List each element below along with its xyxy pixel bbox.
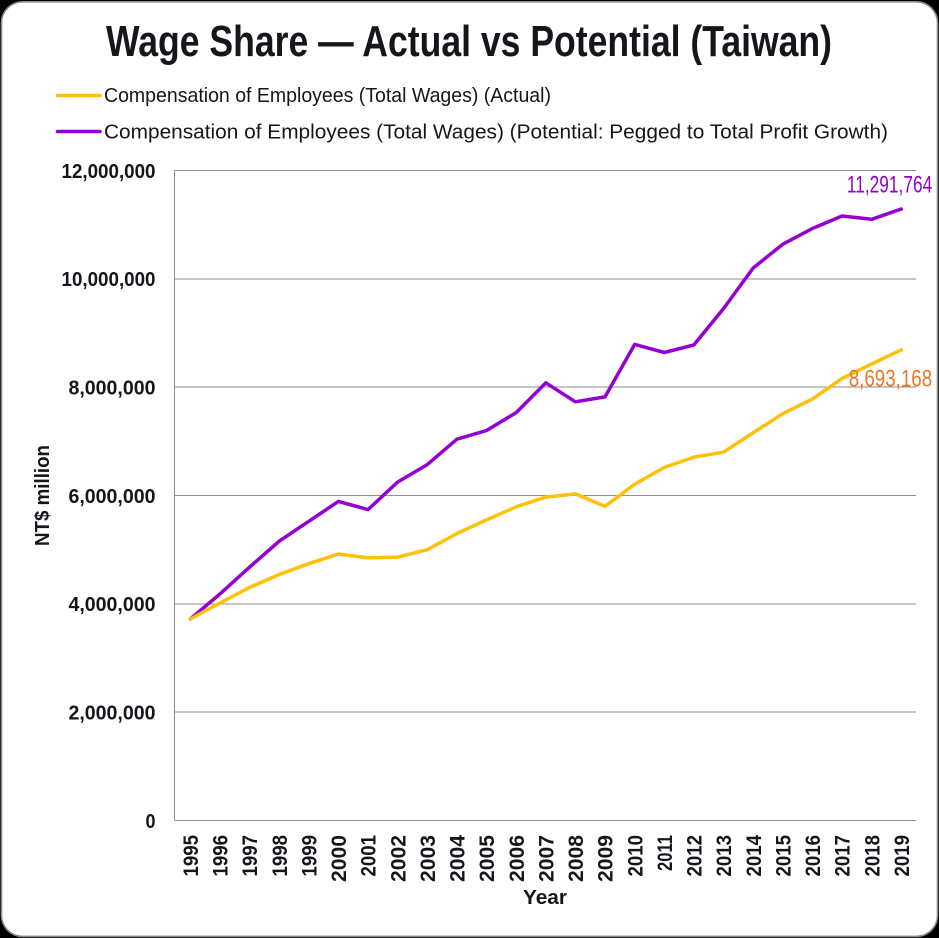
svg-text:1997: 1997 (238, 835, 262, 877)
svg-text:Year: Year (523, 886, 567, 909)
svg-text:2001: 2001 (357, 835, 381, 877)
svg-text:2010: 2010 (623, 835, 647, 877)
svg-text:0: 0 (146, 810, 156, 833)
svg-text:2015: 2015 (771, 835, 795, 877)
svg-text:2019: 2019 (890, 835, 914, 877)
svg-text:2002: 2002 (386, 835, 410, 882)
svg-text:2005: 2005 (475, 835, 499, 882)
svg-text:2009: 2009 (594, 835, 618, 882)
svg-text:10,000,000: 10,000,000 (62, 268, 156, 291)
svg-text:2018: 2018 (860, 835, 884, 877)
svg-text:Compensation of Employees (Tot: Compensation of Employees (Total Wages) … (104, 120, 888, 143)
svg-text:2004: 2004 (446, 835, 470, 882)
svg-text:2008: 2008 (564, 835, 588, 882)
svg-text:NT$ million: NT$ million (31, 445, 54, 546)
svg-text:1999: 1999 (298, 835, 322, 877)
svg-text:8,693,168: 8,693,168 (849, 365, 933, 392)
svg-text:1995: 1995 (179, 835, 203, 877)
svg-text:8,000,000: 8,000,000 (69, 377, 156, 400)
svg-text:Compensation of Employees (Tot: Compensation of Employees (Total Wages) … (104, 84, 551, 107)
svg-text:2006: 2006 (505, 835, 529, 882)
svg-text:1996: 1996 (209, 835, 233, 877)
svg-text:12,000,000: 12,000,000 (62, 160, 156, 183)
svg-text:2014: 2014 (742, 835, 766, 877)
svg-text:4,000,000: 4,000,000 (69, 593, 156, 616)
svg-text:2,000,000: 2,000,000 (69, 702, 156, 725)
svg-text:2017: 2017 (831, 835, 855, 877)
svg-text:1998: 1998 (268, 835, 292, 877)
svg-text:11,291,764: 11,291,764 (847, 172, 932, 199)
svg-text:2003: 2003 (416, 835, 440, 882)
svg-text:2013: 2013 (712, 835, 736, 877)
svg-text:6,000,000: 6,000,000 (69, 485, 156, 508)
svg-text:2007: 2007 (534, 835, 558, 882)
svg-text:2000: 2000 (327, 835, 351, 882)
svg-text:Wage Share — Actual vs Potenti: Wage Share — Actual vs Potential (Taiwan… (106, 18, 832, 66)
svg-text:2011: 2011 (653, 835, 677, 871)
svg-text:2012: 2012 (683, 835, 707, 877)
svg-text:2016: 2016 (801, 835, 825, 877)
